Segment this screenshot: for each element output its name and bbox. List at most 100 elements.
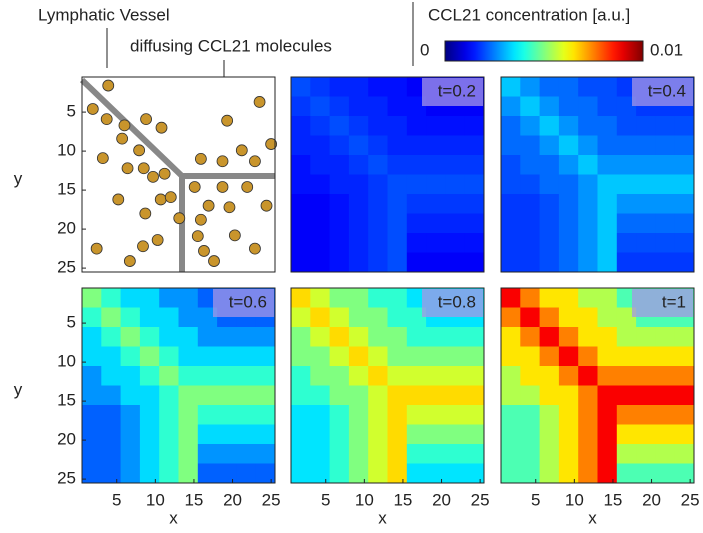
heat-cell — [120, 346, 141, 367]
heat-cell — [291, 288, 311, 308]
heat-cell — [501, 444, 521, 464]
heat-cell — [655, 405, 676, 425]
heat-cell — [501, 96, 521, 117]
heat-cell — [520, 385, 541, 406]
heat-cell — [255, 366, 276, 386]
time-label: t=0.6 — [229, 292, 267, 311]
heat-cell — [539, 463, 560, 484]
molecule — [265, 138, 278, 150]
heat-cell — [426, 444, 446, 464]
heat-cell — [406, 233, 427, 253]
x-tick-label: 25 — [681, 490, 700, 509]
heat-cell — [539, 155, 560, 175]
y-tick-label: 10 — [57, 141, 76, 160]
heat-cell — [82, 366, 102, 386]
heat-cell — [310, 194, 331, 214]
heat-cell — [291, 424, 311, 445]
heat-cell — [445, 194, 466, 214]
heat-cell — [464, 385, 485, 406]
heat-cell — [159, 288, 179, 308]
heat-cell — [255, 444, 276, 464]
heat-cell — [655, 346, 676, 367]
heat-cell — [368, 213, 388, 234]
heat-cell — [348, 405, 369, 425]
heat-cell — [82, 385, 102, 406]
molecule — [194, 152, 207, 165]
heat-cell — [368, 385, 388, 406]
heat-cell — [348, 366, 369, 386]
heat-cell — [445, 424, 466, 445]
heat-cell — [139, 463, 160, 484]
heat-cell — [539, 96, 560, 117]
heat-cell — [406, 424, 427, 445]
heat-cell — [387, 96, 408, 117]
molecule — [221, 114, 234, 127]
heat-cell — [674, 366, 695, 386]
heat-cell — [636, 346, 656, 367]
heat-cell — [236, 444, 257, 464]
heat-cell — [368, 116, 388, 136]
heat-cell — [120, 327, 141, 347]
heat-cell — [139, 346, 160, 367]
heat-cell — [674, 346, 695, 367]
heat-cell — [616, 77, 637, 97]
heat-cell — [558, 174, 579, 195]
molecule — [137, 240, 149, 253]
molecule — [102, 79, 115, 92]
heat-cell — [236, 366, 257, 386]
heat-cell — [120, 463, 141, 484]
heat-cell — [387, 327, 408, 347]
heat-cell — [406, 307, 427, 328]
heat-cell — [310, 307, 331, 328]
heat-cell — [597, 155, 618, 175]
heat-cell — [120, 405, 141, 425]
heat-cell — [387, 77, 408, 97]
heat-cell — [329, 77, 350, 97]
heat-cell — [368, 288, 388, 308]
heat-cell — [578, 385, 598, 406]
heat-cell — [310, 424, 331, 445]
heat-cell — [426, 155, 446, 175]
molecule — [198, 245, 210, 257]
heat-cell — [368, 366, 388, 386]
time-label-box — [632, 289, 693, 317]
heat-cell — [82, 327, 102, 347]
heat-cell — [406, 135, 427, 156]
heat-cell — [501, 307, 521, 328]
heat-cell — [520, 366, 541, 386]
colorbar-label: CCL21 concentration [a.u.] — [428, 5, 630, 24]
heat-cell — [597, 327, 618, 347]
heat-cell — [520, 288, 541, 308]
x-tick-label: 10 — [146, 490, 165, 509]
heat-cell — [197, 463, 218, 484]
heat-cell — [406, 444, 427, 464]
heat-cell — [329, 424, 350, 445]
heat-cell — [520, 233, 541, 253]
heat-cell — [197, 424, 218, 445]
heat-cell — [636, 366, 656, 386]
heat-cell — [578, 96, 598, 117]
heat-cell — [217, 424, 237, 445]
heat-cell — [387, 346, 408, 367]
heat-cell — [520, 463, 541, 484]
heat-cell — [236, 405, 257, 425]
y-tick-label: 5 — [67, 102, 76, 121]
panel-frame — [290, 76, 485, 273]
heat-cell — [387, 366, 408, 386]
heat-cell — [520, 194, 541, 214]
heat-cell — [445, 327, 466, 347]
heat-cell — [539, 174, 560, 195]
heat-cell — [310, 385, 331, 406]
heat-cell — [291, 116, 311, 136]
heat-cell — [445, 463, 466, 484]
heat-cell — [445, 174, 466, 195]
heat-cell — [310, 77, 331, 97]
heat-cell — [655, 385, 676, 406]
heat-cell — [520, 96, 541, 117]
heat-cell — [501, 288, 521, 308]
molecule — [241, 181, 254, 193]
heat-cell — [597, 116, 618, 136]
heat-cell — [255, 346, 276, 367]
heat-cell — [539, 444, 560, 464]
heat-cell — [655, 252, 676, 273]
